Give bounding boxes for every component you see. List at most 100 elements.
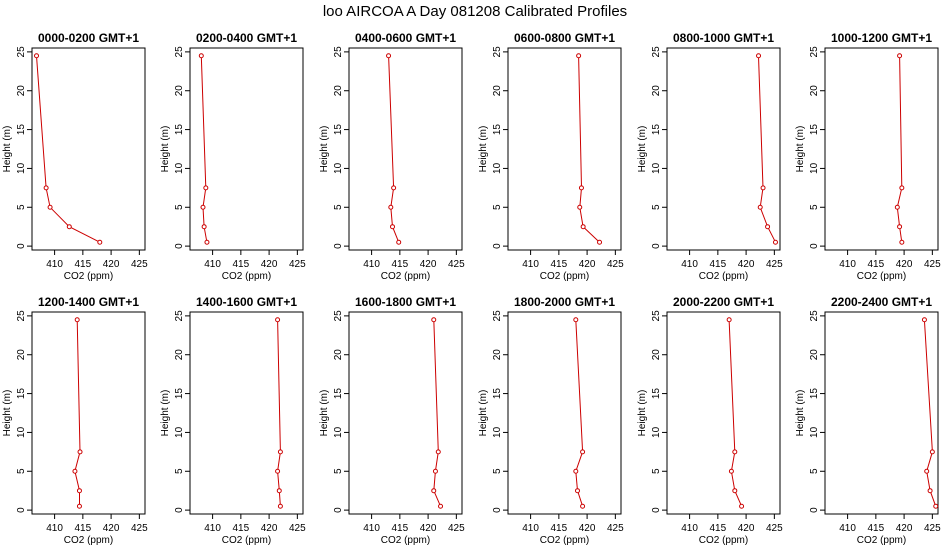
y-tick-label: 15: [174, 124, 185, 136]
profile-line: [388, 55, 400, 243]
y-tick-label: 0: [651, 243, 662, 249]
profile-point: [431, 317, 437, 323]
x-tick-label: 415: [868, 259, 885, 270]
y-tick-label: 0: [492, 507, 503, 513]
y-tick-label: 10: [809, 162, 820, 174]
x-tick-label: 425: [607, 259, 624, 270]
profile-panel: 1600-1800 GMT+1 410 415 420 425 0 5 10 15 20 25 CO2…: [319, 295, 465, 546]
x-axis-label: CO2 (ppm): [857, 535, 906, 546]
profile-point: [760, 185, 766, 191]
profile-point: [573, 317, 579, 323]
x-tick-label: 420: [261, 523, 278, 534]
profile-panel: 1400-1600 GMT+1 410 415 420 425 0 5 10 15 20 25 CO2…: [160, 295, 306, 546]
panel-title: 0600-0800 GMT+1: [514, 31, 615, 45]
x-tick-label: 415: [233, 259, 250, 270]
plot-frame: [348, 311, 463, 515]
y-tick-label: 10: [492, 162, 503, 174]
x-tick-label: 410: [522, 259, 539, 270]
y-tick-label: 5: [492, 468, 503, 474]
x-tick-label: 410: [204, 259, 221, 270]
profile-point: [276, 488, 282, 494]
y-tick-label: 25: [174, 310, 185, 322]
profile-point: [580, 503, 586, 509]
y-tick-label: 0: [333, 243, 344, 249]
y-tick-label: 25: [492, 46, 503, 58]
panel-title: 1200-1400 GMT+1: [38, 295, 139, 309]
profile-line: [758, 55, 776, 243]
profile-line: [923, 319, 937, 507]
profile-point: [894, 204, 900, 210]
y-tick-label: 5: [333, 204, 344, 210]
profile-point: [198, 53, 204, 59]
y-tick-label: 10: [651, 162, 662, 174]
y-axis-label: Height (m): [319, 126, 330, 173]
y-tick-label: 5: [809, 468, 820, 474]
y-tick-label: 0: [16, 507, 27, 513]
x-tick-label: 420: [896, 523, 913, 534]
y-axis-label: Height (m): [2, 126, 13, 173]
y-tick-label: 25: [809, 310, 820, 322]
profile-point: [728, 468, 734, 474]
x-tick-label: 420: [261, 259, 278, 270]
profile-point: [921, 317, 927, 323]
profile-point: [47, 204, 53, 210]
y-tick-label: 25: [333, 46, 344, 58]
x-tick-label: 420: [420, 259, 437, 270]
profile-point: [72, 468, 78, 474]
y-tick-label: 25: [333, 310, 344, 322]
plot-frame: [507, 47, 622, 251]
profile-point: [927, 488, 933, 494]
x-axis-label: CO2 (ppm): [540, 535, 589, 546]
profile-line: [728, 319, 743, 507]
y-tick-label: 15: [492, 388, 503, 400]
profile-panel: 1200-1400 GMT+1 410 415 420 425 0 5 10 15 20 25 CO2…: [2, 295, 148, 546]
x-tick-label: 415: [551, 523, 568, 534]
x-axis-label: CO2 (ppm): [222, 271, 271, 282]
profile-point: [275, 317, 281, 323]
x-tick-label: 420: [420, 523, 437, 534]
profile-point: [438, 503, 444, 509]
y-tick-label: 20: [333, 349, 344, 361]
x-tick-label: 410: [46, 523, 63, 534]
x-tick-label: 410: [204, 523, 221, 534]
y-axis-label: Height (m): [795, 390, 806, 437]
x-tick-label: 410: [839, 523, 856, 534]
profile-panel: 0000-0200 GMT+1 410 415 420 425 0 5 10 15 20 25 CO2…: [2, 31, 148, 282]
x-tick-label: 425: [131, 523, 148, 534]
x-tick-label: 425: [766, 259, 783, 270]
profile-point: [732, 488, 738, 494]
figure-title: loo AIRCOA A Day 081208 Calibrated Profi…: [323, 3, 627, 20]
profile-point: [577, 204, 583, 210]
profile-point: [74, 317, 80, 323]
panel-title: 0000-0200 GMT+1: [38, 31, 139, 45]
profile-panel: 0400-0600 GMT+1 410 415 420 425 0 5 10 15 20 25 CO2…: [319, 31, 465, 282]
profile-point: [391, 185, 397, 191]
profile-point: [432, 468, 438, 474]
y-tick-label: 0: [16, 243, 27, 249]
y-tick-label: 15: [333, 124, 344, 136]
profile-point: [899, 185, 905, 191]
profile-point: [204, 239, 210, 245]
profile-line: [896, 55, 903, 243]
y-tick-label: 0: [333, 507, 344, 513]
y-tick-label: 15: [16, 388, 27, 400]
profile-line: [200, 55, 208, 243]
profile-panel: 1000-1200 GMT+1 410 415 420 425 0 5 10 15 20 25 CO2…: [795, 31, 941, 282]
profile-point: [739, 503, 745, 509]
y-tick-label: 5: [174, 204, 185, 210]
x-axis-label: CO2 (ppm): [222, 535, 271, 546]
x-axis-label: CO2 (ppm): [381, 535, 430, 546]
y-axis-label: Height (m): [478, 126, 489, 173]
panel-title: 1400-1600 GMT+1: [196, 295, 297, 309]
y-axis-label: Height (m): [637, 126, 648, 173]
y-tick-label: 5: [651, 468, 662, 474]
y-tick-label: 0: [174, 507, 185, 513]
profile-point: [580, 224, 586, 230]
y-tick-label: 25: [16, 46, 27, 58]
x-tick-label: 410: [681, 259, 698, 270]
profile-panel: 0200-0400 GMT+1 410 415 420 425 0 5 10 15 20 25 CO2…: [160, 31, 306, 282]
profile-point: [929, 449, 935, 455]
y-tick-label: 25: [16, 310, 27, 322]
profile-point: [66, 224, 72, 230]
x-tick-label: 425: [766, 523, 783, 534]
